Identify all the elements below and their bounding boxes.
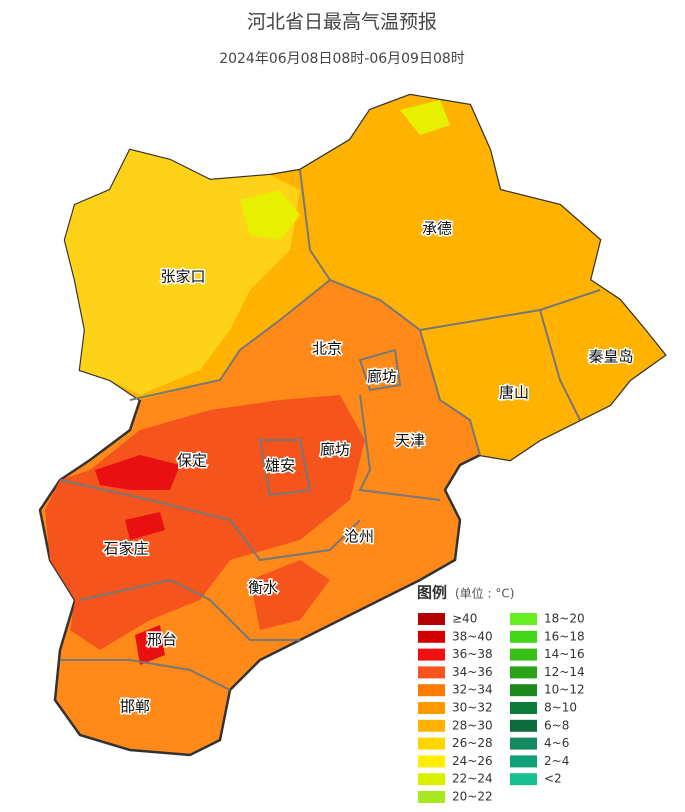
legend-label: 20~22: [452, 790, 493, 804]
legend-swatch: [418, 755, 445, 768]
legend-swatch: [510, 684, 537, 697]
city-label: 邢台: [147, 631, 177, 649]
legend-label: 12~14: [544, 665, 585, 679]
legend: 图例 (单位 : °C) ≥40 38~40 36~38 34~36 32~34 30~3…: [417, 584, 585, 804]
legend-swatch: [510, 737, 537, 750]
legend-label: 10~12: [544, 683, 585, 697]
city-label: 廊坊: [320, 441, 350, 459]
city-label: 雄安: [265, 457, 295, 475]
legend-label: 24~26: [452, 754, 493, 768]
legend-swatch: [510, 613, 537, 625]
title: 河北省日最高气温预报: [247, 11, 437, 33]
legend-swatch: [418, 630, 445, 643]
legend-label: 32~34: [452, 683, 493, 697]
hottest-patch: [95, 455, 180, 665]
city-label: 石家庄: [103, 540, 148, 558]
subtitle: 2024年06月08日08时-06月09日08时: [219, 51, 465, 67]
legend-swatch: [418, 719, 445, 732]
legend-label: 26~28: [452, 736, 493, 750]
legend-swatch: [510, 719, 537, 732]
city-label: 秦皇岛: [588, 348, 633, 366]
legend-label: 38~40: [452, 629, 493, 643]
legend-label: 22~24: [452, 772, 493, 786]
city-label: 保定: [177, 452, 207, 470]
city-label: 沧州: [344, 528, 374, 546]
legend-label: <2: [544, 772, 562, 786]
legend-label: ≥40: [452, 612, 477, 626]
legend-label: 18~20: [544, 612, 585, 626]
legend-label: 4~6: [544, 736, 569, 750]
legend-label: 8~10: [544, 701, 577, 715]
legend-swatch: [418, 666, 445, 679]
city-label: 天津: [395, 432, 425, 450]
city-label: 承德: [422, 220, 452, 238]
city-borders: [59, 169, 601, 691]
cool-patch: [240, 100, 450, 240]
city-label: 唐山: [499, 384, 529, 402]
city-label: 张家口: [160, 268, 205, 286]
legend-swatch: [510, 702, 537, 714]
legend-swatch: [418, 648, 445, 661]
legend-label: 34~36: [452, 665, 493, 679]
legend-label: 6~8: [544, 718, 569, 732]
city-label: 邯郸: [120, 698, 150, 716]
legend-label: 16~18: [544, 629, 585, 643]
legend-swatch: [510, 630, 537, 643]
legend-swatch: [418, 702, 445, 714]
legend-swatch: [510, 648, 537, 661]
legend-title: 图例: [417, 584, 447, 602]
legend-swatch: [418, 684, 445, 697]
northwest-zone: [65, 150, 300, 395]
city-label: 衡水: [248, 579, 278, 597]
legend-unit: (单位 : °C): [455, 586, 514, 601]
legend-swatch: [510, 666, 537, 679]
legend-swatch: [510, 773, 537, 786]
legend-swatch: [418, 613, 445, 625]
legend-label: 2~4: [544, 754, 569, 768]
legend-label: 14~16: [544, 647, 585, 661]
legend-label: 30~32: [452, 701, 493, 715]
map: [38, 93, 667, 757]
legend-swatch: [510, 755, 537, 768]
legend-label: 28~30: [452, 718, 493, 732]
legend-swatch: [418, 773, 445, 786]
city-label: 廊坊: [367, 368, 397, 386]
hot-zone: [45, 395, 365, 650]
city-labels: 承德 张家口 北京 廊坊 秦皇岛 唐山 保定 雄安 廊坊 天津 石家庄 沧州 衡…: [102, 218, 635, 717]
legend-swatch: [418, 791, 445, 803]
legend-swatch: [418, 737, 445, 750]
legend-label: 36~38: [452, 647, 493, 661]
city-label: 北京: [312, 340, 342, 358]
